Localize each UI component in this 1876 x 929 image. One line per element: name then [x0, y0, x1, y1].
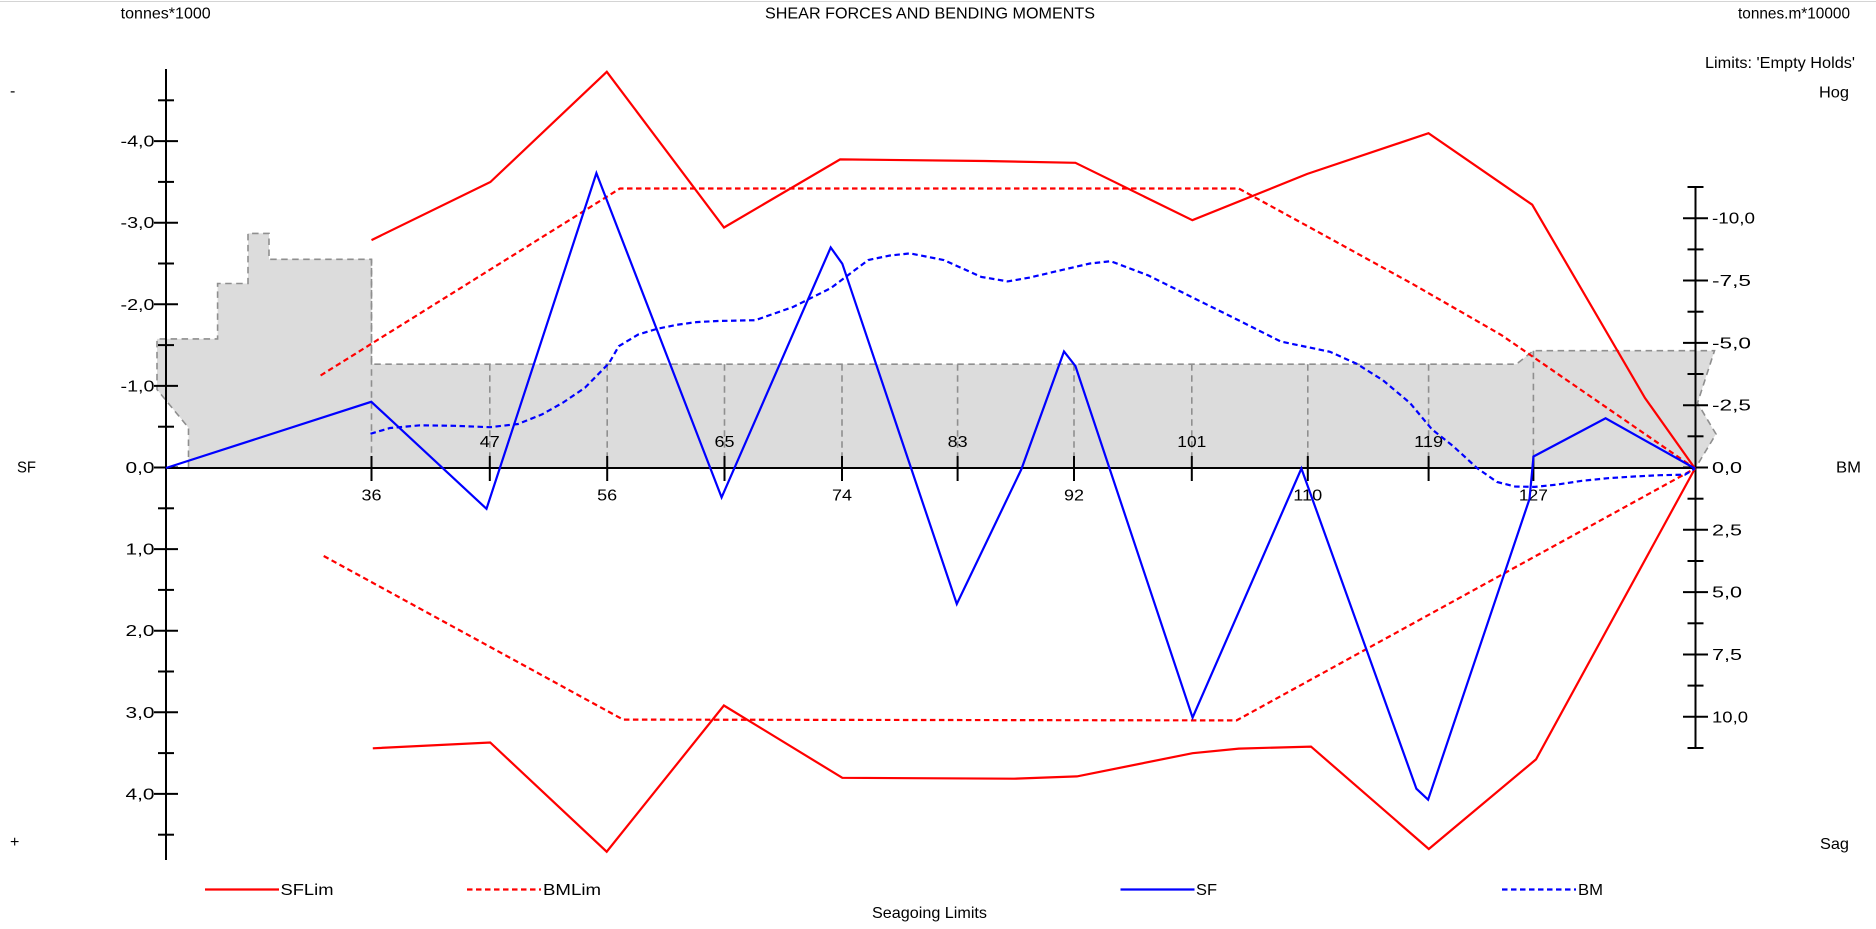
- svg-text:Limits: 'Empty Holds': Limits: 'Empty Holds': [1705, 55, 1855, 72]
- svg-text:BM: BM: [1578, 882, 1603, 899]
- svg-text:tonnes.m*10000: tonnes.m*10000: [1738, 6, 1850, 23]
- svg-text:2,5: 2,5: [1712, 522, 1742, 539]
- svg-text:Sag: Sag: [1820, 836, 1849, 853]
- svg-text:10,0: 10,0: [1712, 709, 1748, 726]
- svg-text:-1,0: -1,0: [121, 378, 155, 395]
- svg-text:5,0: 5,0: [1712, 585, 1742, 602]
- svg-text:1,0: 1,0: [126, 542, 155, 559]
- svg-text:Seagoing Limits: Seagoing Limits: [872, 905, 987, 922]
- svg-text:47: 47: [480, 434, 500, 451]
- svg-text:BM: BM: [1836, 460, 1861, 477]
- svg-text:Hog: Hog: [1819, 85, 1849, 102]
- svg-text:BMLim: BMLim: [543, 882, 601, 899]
- svg-text:3,0: 3,0: [126, 705, 155, 722]
- svg-text:4,0: 4,0: [126, 786, 155, 803]
- svg-text:-5,0: -5,0: [1712, 335, 1751, 352]
- svg-text:56: 56: [597, 488, 617, 505]
- svg-text:-3,0: -3,0: [121, 215, 155, 232]
- svg-text:-: -: [10, 83, 15, 100]
- svg-text:-10,0: -10,0: [1712, 211, 1755, 228]
- svg-text:36: 36: [362, 488, 382, 505]
- svg-text:127: 127: [1519, 488, 1548, 505]
- svg-text:-4,0: -4,0: [121, 134, 155, 151]
- svg-text:65: 65: [715, 434, 735, 451]
- svg-text:SF: SF: [17, 460, 36, 477]
- svg-text:-2,0: -2,0: [121, 297, 155, 314]
- svg-text:+: +: [10, 834, 19, 851]
- svg-text:7,5: 7,5: [1712, 647, 1742, 664]
- svg-text:74: 74: [832, 488, 852, 505]
- svg-text:SHEAR FORCES AND BENDING MOMEN: SHEAR FORCES AND BENDING MOMENTS: [765, 6, 1095, 23]
- svg-text:92: 92: [1064, 488, 1084, 505]
- svg-text:-7,5: -7,5: [1712, 273, 1751, 290]
- svg-text:tonnes*1000: tonnes*1000: [121, 6, 211, 23]
- svg-text:0,0: 0,0: [1712, 460, 1742, 477]
- svg-text:83: 83: [948, 434, 968, 451]
- svg-text:-2,5: -2,5: [1712, 398, 1751, 415]
- svg-text:110: 110: [1293, 488, 1322, 505]
- svg-text:101: 101: [1177, 434, 1206, 451]
- svg-text:119: 119: [1414, 434, 1443, 451]
- svg-text:0,0: 0,0: [126, 460, 155, 477]
- svg-text:SFLim: SFLim: [281, 882, 334, 899]
- svg-text:2,0: 2,0: [126, 623, 155, 640]
- svg-text:SF: SF: [1196, 882, 1217, 899]
